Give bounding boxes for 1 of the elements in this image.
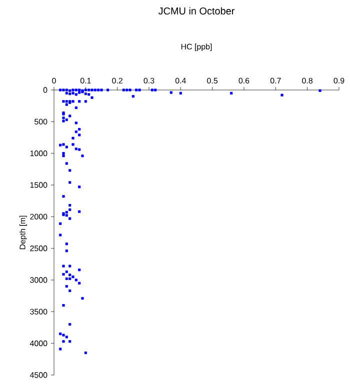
chart-title: JCMU in October: [158, 7, 235, 15]
